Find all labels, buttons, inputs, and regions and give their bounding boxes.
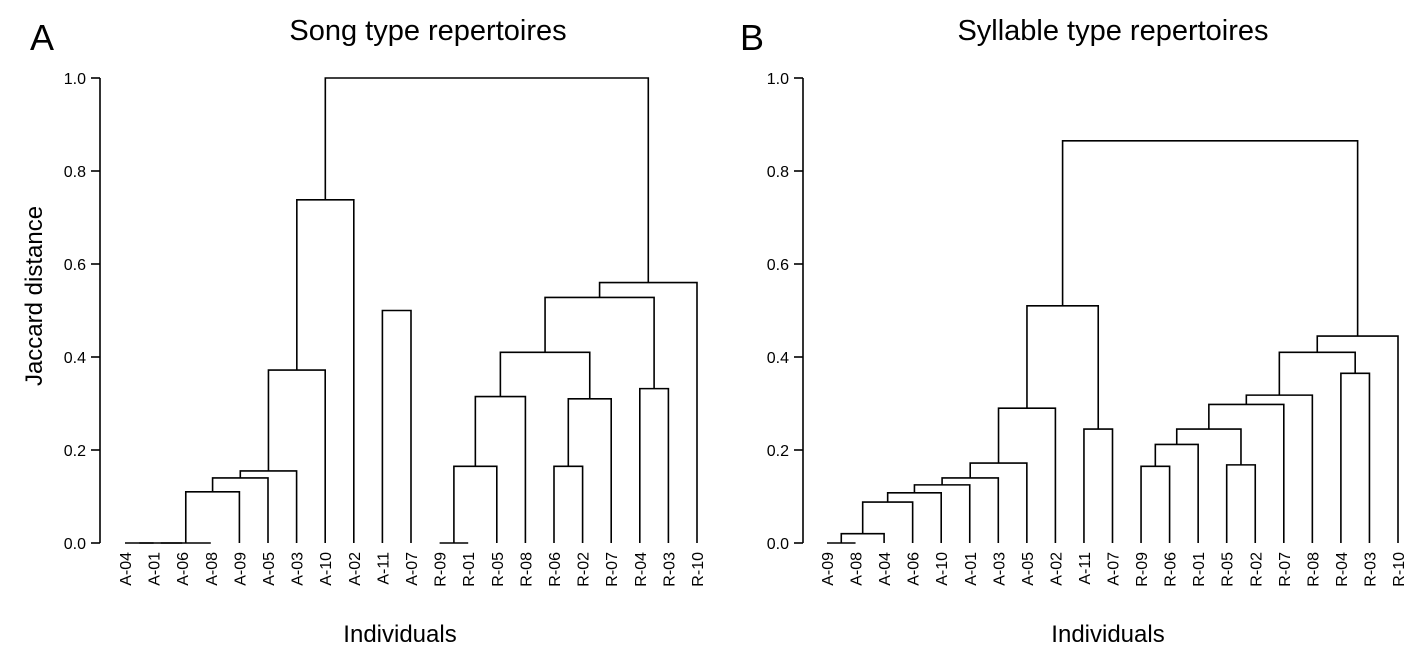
leaf-labels: A-09 A-08 A-04 A-06 A-10 A-01 A-03 A-05 A-02 A-11… [820, 552, 1408, 587]
dendrogram-link [1208, 403, 1285, 543]
leaf-label: A-04 [877, 552, 894, 586]
leaf-label: R-03 [661, 552, 678, 587]
leaf-label: A-07 [1106, 552, 1123, 586]
leaf-label: R-08 [518, 552, 535, 587]
y-axis: 0.0 0.2 0.4 0.6 0.8 1.0 [767, 71, 804, 553]
y-tick-label: 0.2 [767, 443, 789, 460]
dendrogram-link [1061, 139, 1359, 337]
dendrogram-link [381, 309, 412, 543]
leaf-label: R-02 [1248, 552, 1265, 587]
y-tick-label: 0.4 [64, 350, 86, 367]
leaf-label: A-06 [175, 552, 192, 586]
y-axis: 0.0 0.2 0.4 0.6 0.8 1.0 [64, 71, 101, 553]
leaf-label: A-10 [318, 552, 335, 586]
dendrogram-link [544, 296, 655, 389]
chart-title: Song type repertoires [289, 15, 566, 47]
panel-letter: A [30, 17, 54, 58]
dendrogram-link [1316, 335, 1399, 543]
leaf-label: A-08 [204, 552, 221, 586]
dendrogram-link [499, 351, 591, 399]
dendrogram-panel-a: A Song type repertoires Jaccard distance… [21, 15, 707, 648]
leaf-label: R-01 [461, 552, 478, 587]
dendrogram-link [1140, 465, 1171, 543]
leaf-label: R-02 [576, 552, 593, 587]
leaf-label: A-09 [232, 552, 249, 586]
y-tick-label: 0.6 [64, 257, 86, 274]
dendrogram-panel-b: B Syllable type repertoires Individuals … [708, 0, 1415, 658]
leaf-label: A-10 [934, 552, 951, 586]
dendrogram-a-svg: A Song type repertoires Jaccard distance… [21, 15, 707, 648]
y-tick-label: 0.0 [767, 536, 789, 553]
leaf-label: A-03 [290, 552, 307, 586]
leaf-label: R-09 [1134, 552, 1151, 587]
leaf-label: R-10 [690, 552, 707, 587]
leaf-label: A-08 [849, 552, 866, 586]
dendrogram-link [211, 477, 269, 543]
dendrogram-link [324, 77, 650, 283]
chart-title: Syllable type repertoires [957, 15, 1268, 47]
y-tick-label: 0.2 [64, 443, 86, 460]
leaf-label: R-09 [433, 552, 450, 587]
leaf-label: R-03 [1362, 552, 1379, 587]
dendrogram-link [567, 398, 612, 543]
dendrogram-link [453, 465, 498, 543]
leaf-label: A-03 [991, 552, 1008, 586]
leaf-label: R-04 [1334, 552, 1351, 587]
leaf-label: R-05 [1220, 552, 1237, 587]
leaf-label: A-05 [261, 552, 278, 586]
dendrogram-link [1340, 372, 1371, 543]
leaf-label: A-06 [906, 552, 923, 586]
leaf-labels: A-04 A-01 A-06 A-08 A-09 A-05 A-03 A-10 A-02 A-11… [118, 552, 707, 587]
y-tick-label: 0.0 [64, 536, 86, 553]
y-tick-label: 0.6 [767, 257, 789, 274]
dendrogram-link [861, 501, 914, 543]
y-tick-label: 1.0 [64, 71, 86, 88]
leaf-label: R-06 [547, 552, 564, 587]
dendrogram-link [1026, 305, 1100, 430]
dendrogram-link [913, 484, 971, 543]
dendrogram-link [639, 387, 670, 543]
leaf-label: A-11 [375, 552, 392, 585]
dendrogram-link [553, 465, 584, 543]
dendrogram-link [1154, 443, 1199, 543]
dendrogram-links [125, 77, 698, 544]
dendrogram-links [827, 139, 1399, 544]
leaf-label: R-08 [1305, 552, 1322, 587]
leaf-label: R-05 [490, 552, 507, 587]
leaf-label: A-11 [1077, 552, 1094, 585]
panel-letter: B [740, 17, 764, 58]
dendrogram-link [1245, 394, 1314, 543]
leaf-label: R-06 [1163, 552, 1180, 587]
dendrogram-link [1175, 428, 1242, 465]
leaf-label: A-02 [347, 552, 364, 586]
leaf-label: A-01 [963, 552, 980, 586]
dendrogram-link [840, 532, 885, 543]
dendrogram-link [886, 491, 942, 543]
leaf-label: A-01 [147, 552, 164, 586]
dendrogram-b-svg: B Syllable type repertoires Individuals … [740, 15, 1408, 648]
x-axis-label: Individuals [343, 621, 456, 648]
y-axis-label: Jaccard distance [21, 206, 48, 386]
leaf-label: A-07 [404, 552, 421, 586]
y-tick-label: 0.8 [767, 164, 789, 181]
y-tick-label: 0.8 [64, 164, 86, 181]
leaf-label: R-01 [1191, 552, 1208, 587]
leaf-label: R-04 [633, 552, 650, 587]
x-axis-label: Individuals [1051, 621, 1164, 648]
dendrogram-link [1083, 428, 1114, 543]
dendrogram-link [1225, 464, 1257, 543]
y-tick-label: 1.0 [767, 71, 789, 88]
leaf-label: R-07 [1277, 552, 1294, 587]
leaf-label: A-09 [820, 552, 837, 586]
dendrogram-link [598, 281, 698, 543]
dendrogram-link [474, 395, 527, 543]
leaf-label: A-02 [1048, 552, 1065, 586]
y-tick-label: 0.4 [767, 350, 789, 367]
dendrogram-link [184, 491, 241, 543]
leaf-label: A-04 [118, 552, 135, 586]
leaf-label: R-07 [604, 552, 621, 587]
leaf-label: A-05 [1020, 552, 1037, 586]
leaf-label: R-10 [1391, 552, 1408, 587]
